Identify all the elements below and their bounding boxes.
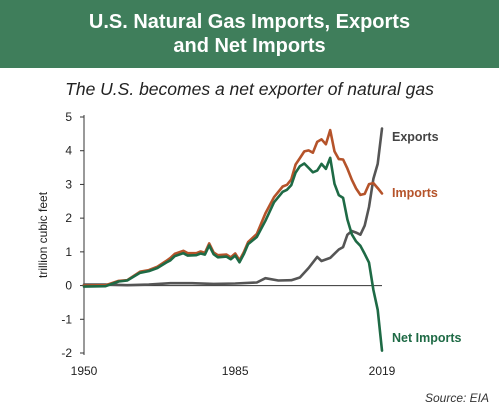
- series-line-exports: [82, 127, 384, 287]
- series-line-net-imports: [82, 156, 384, 352]
- chart-title-line-1: U.S. Natural Gas Imports, Exports: [88, 11, 411, 33]
- series-line-imports: [82, 128, 384, 287]
- chart-title-line-2: and Net Imports: [173, 35, 326, 57]
- series-label-imports: Imports: [392, 186, 438, 200]
- series-label-exports: Exports: [392, 130, 439, 144]
- x-tick-label: 1985: [222, 364, 249, 378]
- x-tick-label: 1950: [71, 364, 98, 378]
- y-tick-label: 5: [65, 110, 72, 124]
- y-tick-label: -2: [61, 346, 72, 360]
- series-label-net-imports: Net Imports: [392, 331, 462, 345]
- y-tick-label: 0: [65, 279, 72, 293]
- y-tick-label: 4: [65, 144, 72, 158]
- source-note: Source: EIA: [424, 391, 489, 405]
- y-tick-label: 1: [65, 245, 72, 259]
- y-tick-label: -1: [61, 312, 72, 326]
- y-tick-label: 2: [65, 211, 72, 225]
- y-axis-label: trillion cubic feet: [36, 191, 50, 278]
- title-banner: U.S. Natural Gas Imports, Exports and Ne…: [0, 0, 499, 68]
- y-tick-label: 3: [65, 177, 72, 191]
- x-tick-label: 2019: [369, 364, 396, 378]
- chart-subtitle: The U.S. becomes a net exporter of natur…: [65, 79, 434, 99]
